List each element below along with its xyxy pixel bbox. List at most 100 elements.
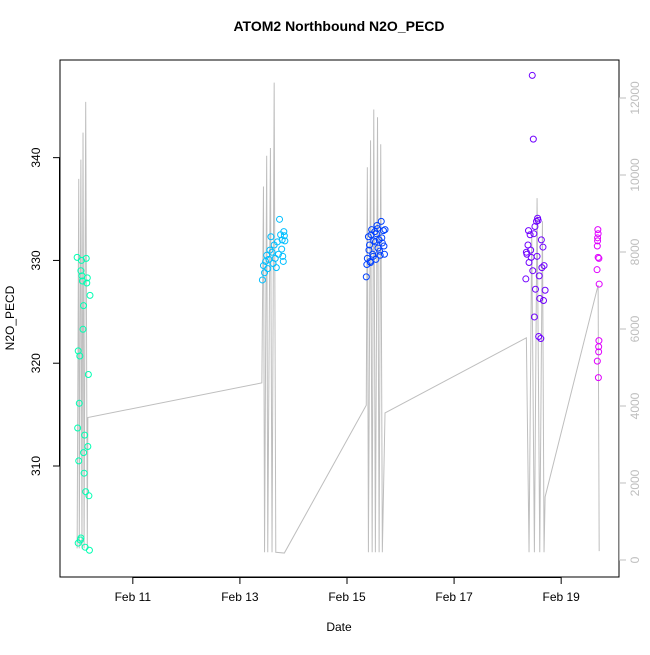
- point: [593, 266, 601, 274]
- point: [365, 246, 373, 254]
- y2-tick-label: 12000: [628, 81, 642, 115]
- y2-tick-label: 10000: [628, 158, 642, 192]
- point: [278, 236, 286, 244]
- point: [595, 280, 603, 288]
- point: [529, 135, 537, 143]
- y2-tick-label: 6000: [628, 315, 642, 342]
- point: [537, 236, 545, 244]
- point: [78, 277, 86, 285]
- point: [372, 230, 380, 238]
- x-tick-label: Feb 11: [115, 590, 152, 604]
- point: [522, 248, 530, 256]
- point: [84, 371, 92, 379]
- point: [529, 267, 537, 275]
- point: [83, 274, 91, 282]
- altitude-line: [76, 82, 600, 554]
- y2-tick-label: 2000: [628, 469, 642, 496]
- point: [371, 238, 379, 246]
- point: [595, 337, 603, 345]
- point: [534, 216, 542, 224]
- point: [594, 237, 602, 245]
- point: [593, 357, 601, 365]
- point: [374, 225, 382, 233]
- point: [540, 262, 548, 270]
- point: [541, 286, 549, 294]
- point: [594, 374, 602, 382]
- point: [381, 226, 389, 234]
- point: [522, 275, 530, 283]
- x-tick-label: Feb 19: [542, 590, 580, 604]
- point: [593, 242, 601, 250]
- point: [266, 246, 274, 254]
- point: [75, 457, 83, 465]
- chart-title: ATOM2 Northbound N2O_PECD: [233, 18, 444, 34]
- point: [594, 253, 602, 261]
- point: [380, 250, 388, 258]
- point: [535, 272, 543, 280]
- point: [79, 325, 87, 333]
- point: [85, 492, 93, 500]
- point: [82, 254, 90, 262]
- point: [267, 233, 275, 241]
- y2-tick-label: 4000: [628, 392, 642, 419]
- point: [525, 227, 533, 235]
- point: [594, 230, 602, 238]
- point: [265, 255, 273, 263]
- point: [595, 254, 603, 262]
- point: [258, 276, 266, 284]
- point: [531, 285, 539, 293]
- point: [594, 234, 602, 242]
- point: [280, 232, 288, 240]
- point: [278, 245, 286, 253]
- point: [376, 247, 384, 255]
- point: [263, 251, 271, 259]
- point: [80, 449, 88, 457]
- point: [365, 241, 373, 249]
- point: [538, 264, 546, 272]
- y-tick-label: 310: [29, 456, 43, 476]
- point: [537, 335, 545, 343]
- point: [80, 469, 88, 477]
- point: [370, 237, 378, 245]
- point: [526, 231, 534, 239]
- point: [84, 442, 92, 450]
- y-tick-label: 340: [29, 147, 43, 167]
- y-axis-label: N2O_PECD: [3, 285, 17, 350]
- point: [376, 251, 384, 259]
- point: [540, 297, 548, 305]
- point: [80, 302, 88, 310]
- point: [75, 399, 83, 407]
- point: [533, 252, 541, 260]
- point: [279, 252, 287, 260]
- point: [85, 546, 93, 554]
- point: [378, 234, 386, 242]
- point: [81, 431, 89, 439]
- point: [77, 534, 85, 542]
- x-tick-label: Feb 15: [328, 590, 366, 604]
- point: [276, 215, 284, 223]
- point: [77, 267, 85, 275]
- point: [366, 257, 374, 265]
- y2-tick-label: 8000: [628, 238, 642, 265]
- point: [272, 264, 280, 272]
- y2-tick-label: 0: [628, 556, 642, 563]
- point: [86, 291, 94, 299]
- x-tick-label: Feb 17: [435, 590, 473, 604]
- point: [531, 223, 539, 231]
- point: [83, 279, 91, 287]
- point: [535, 332, 543, 340]
- y-tick-label: 320: [29, 353, 43, 373]
- point: [379, 227, 387, 235]
- point: [530, 230, 538, 238]
- point: [530, 313, 538, 321]
- point: [595, 348, 603, 356]
- x-axis-label: Date: [326, 620, 352, 634]
- point: [76, 352, 84, 360]
- point: [274, 250, 282, 258]
- point: [373, 221, 381, 229]
- y-tick-label: 330: [29, 250, 43, 270]
- point: [594, 226, 602, 234]
- point: [380, 242, 388, 250]
